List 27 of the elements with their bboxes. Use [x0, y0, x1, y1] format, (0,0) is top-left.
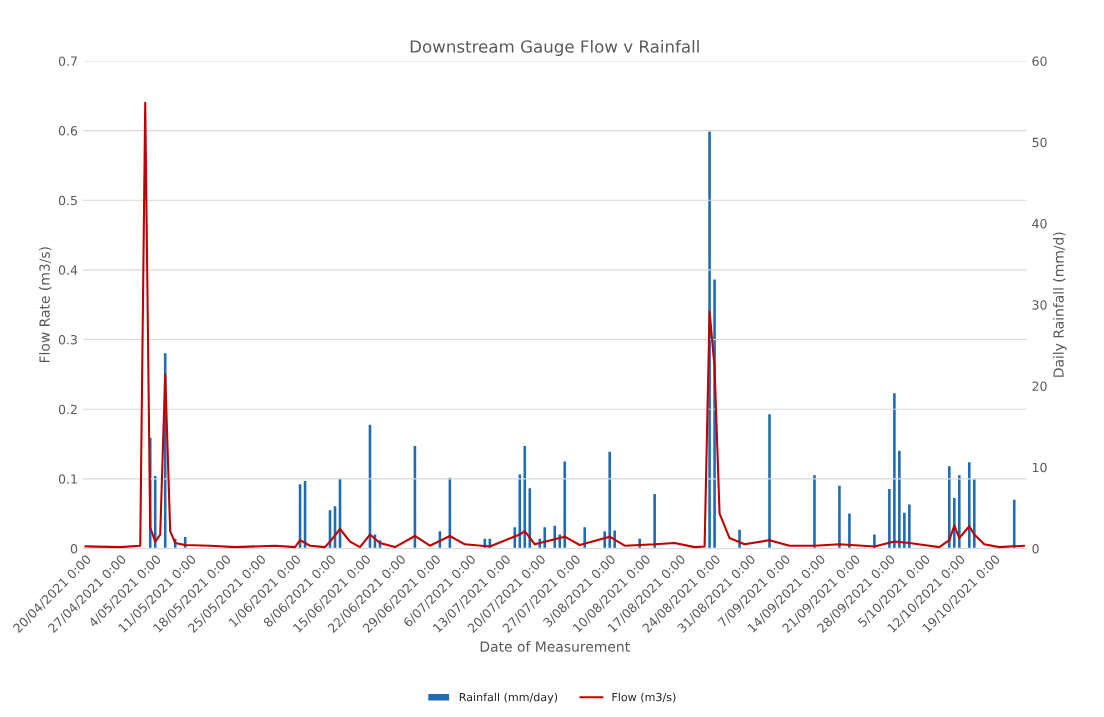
y-tick-label: 0.3: [58, 335, 77, 345]
legend-label: Rainfall (mm/day): [459, 692, 558, 704]
y2-tick-label: 60: [1032, 56, 1047, 66]
bar: [891, 391, 898, 549]
y2-tick-label: 30: [1032, 300, 1047, 310]
y2-tick-label: 20: [1032, 381, 1047, 391]
y-tick-label: 0.7: [58, 56, 77, 66]
y-tick-label: 0: [70, 543, 78, 554]
bar: [447, 476, 453, 549]
y2-axis-title: Daily Rainfall (mm/d): [1053, 232, 1067, 377]
y-tick-label: 0.1: [58, 474, 77, 484]
y2-tick-label: 50: [1032, 137, 1047, 148]
bar: [766, 412, 773, 549]
line-series: [84, 101, 1026, 549]
y2-tick-label: 0: [1032, 543, 1039, 554]
bar: [836, 484, 843, 549]
y-tick-label: 0.4: [58, 265, 78, 275]
y-tick-label: 0.6: [58, 126, 78, 136]
y2-tick-label: 10: [1032, 462, 1047, 473]
x-axis-title: Date of Measurement: [480, 641, 630, 652]
legend-label: Flow (m3/s): [612, 692, 676, 703]
bar: [412, 444, 418, 549]
y-tick-label: 0.5: [58, 195, 77, 206]
y-axis-title: Flow Rate (m3/s): [39, 247, 52, 363]
y-tick-label: 0.2: [58, 404, 77, 415]
chart-title: Downstream Gauge Flow v Rainfall: [410, 39, 699, 57]
y2-tick-label: 40: [1032, 218, 1047, 229]
